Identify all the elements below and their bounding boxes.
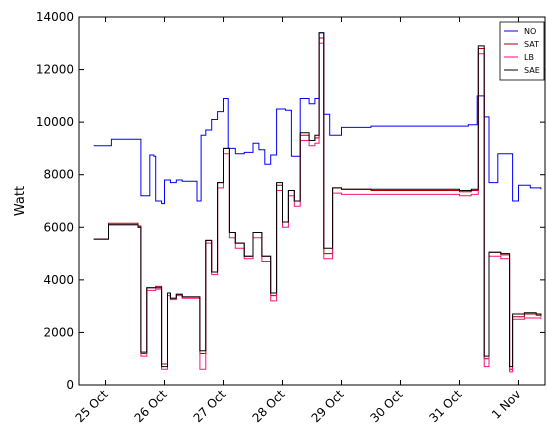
y-tick-label: 6000 bbox=[43, 220, 74, 234]
series-layer bbox=[93, 32, 542, 373]
legend-label-lb: LB bbox=[524, 53, 534, 62]
x-tick-label: 31 Oct bbox=[427, 387, 465, 425]
series-line-no bbox=[93, 32, 542, 205]
series-line-sae bbox=[93, 32, 542, 368]
x-tick-label: 1 Nov bbox=[489, 387, 524, 422]
x-tick-label: 27 Oct bbox=[191, 387, 229, 425]
x-tick-label: 28 Oct bbox=[250, 387, 288, 425]
y-tick-label: 12000 bbox=[36, 63, 74, 77]
y-tick-label: 2000 bbox=[43, 325, 74, 339]
legend-label-sat: SAT bbox=[524, 40, 539, 49]
y-tick-label: 4000 bbox=[43, 273, 74, 287]
x-tick-label: 30 Oct bbox=[368, 387, 406, 425]
y-tick-label: 8000 bbox=[43, 168, 74, 182]
legend-label-no: NO bbox=[524, 27, 536, 36]
y-axis: 0 2000 4000 6000 8000 10000 12000 14000 bbox=[36, 10, 545, 392]
y-tick-label: 14000 bbox=[36, 10, 74, 24]
x-tick-label: 29 Oct bbox=[309, 387, 347, 425]
y-axis-title: Watt bbox=[13, 186, 28, 216]
x-tick-label: 25 Oct bbox=[73, 387, 111, 425]
plot-area bbox=[79, 17, 545, 385]
legend-label-sae: SAE bbox=[524, 66, 540, 75]
y-tick-label: 10000 bbox=[36, 115, 74, 129]
legend: NO SAT LB SAE bbox=[499, 21, 545, 81]
x-tick-label: 26 Oct bbox=[132, 387, 170, 425]
y-tick-label: 0 bbox=[66, 378, 74, 392]
plot-frame bbox=[78, 16, 546, 386]
